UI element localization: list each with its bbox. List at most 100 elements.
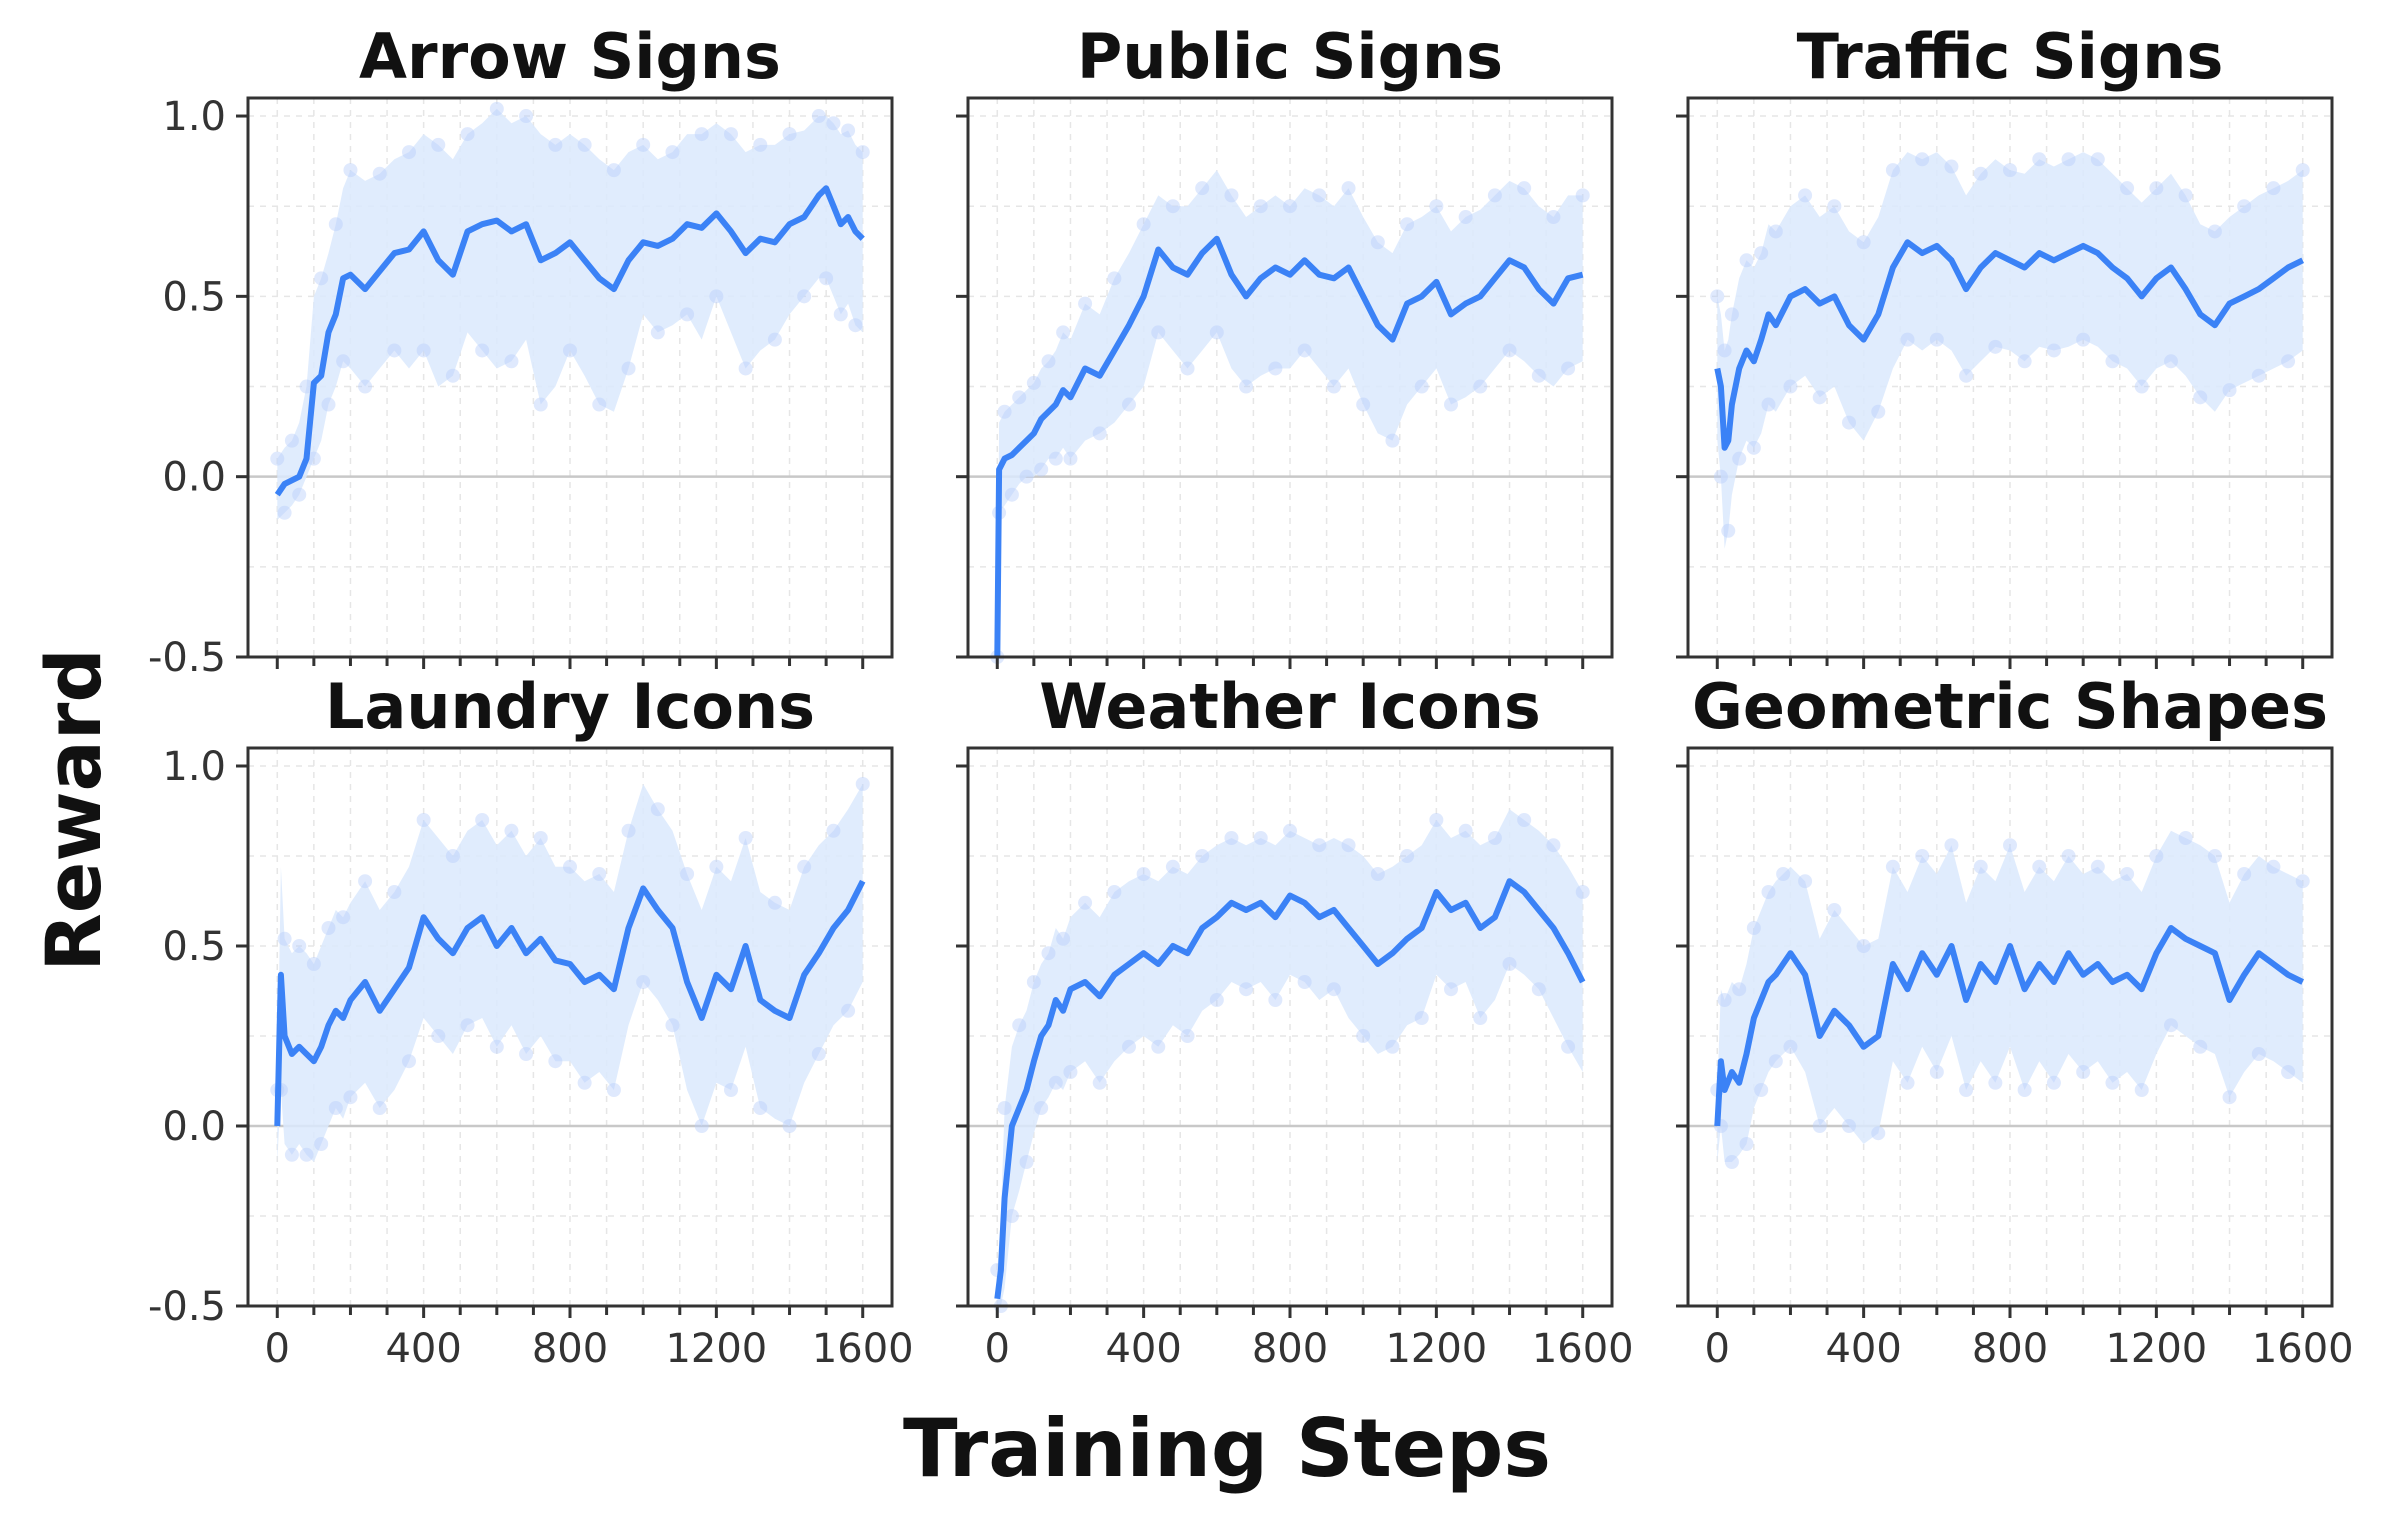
sample-point: [1546, 838, 1561, 853]
sample-point: [1487, 188, 1502, 203]
sample-point: [782, 1119, 797, 1133]
sample-point: [1078, 296, 1093, 311]
sample-point: [328, 217, 343, 232]
x-tick-label: 400: [1105, 1326, 1181, 1372]
sample-point: [1732, 451, 1747, 466]
y-tick-label: 0.5: [162, 924, 226, 970]
sample-point: [2003, 163, 2017, 178]
sample-point: [577, 137, 592, 152]
sample-point: [2134, 1083, 2149, 1097]
sample-point: [1739, 253, 1754, 268]
x-axis-title: Training Steps: [903, 1402, 1551, 1495]
sample-point: [1721, 523, 1736, 538]
sample-point: [1724, 1155, 1739, 1169]
x-tick-label: 400: [1825, 1326, 1901, 1372]
sample-point: [1915, 152, 1930, 167]
sample-point: [1012, 390, 1027, 405]
sample-point: [826, 116, 841, 131]
sample-point: [358, 874, 373, 889]
sample-point: [1092, 1075, 1107, 1090]
sample-point: [1783, 379, 1798, 394]
y-tick-label: -0.5: [148, 1284, 226, 1330]
sample-point: [431, 137, 446, 152]
sample-point: [1561, 361, 1576, 376]
sample-point: [306, 957, 321, 971]
y-tick-label: 1.0: [162, 94, 226, 140]
sample-point: [1746, 921, 1761, 935]
sample-point: [460, 1018, 475, 1033]
x-tick-label: 0: [985, 1326, 1010, 1372]
sample-point: [1165, 859, 1180, 874]
sample-point: [1012, 1018, 1027, 1033]
sample-point: [2046, 1075, 2061, 1090]
sample-point: [1988, 1075, 2003, 1090]
sample-point: [1370, 235, 1385, 250]
sample-point: [724, 1083, 738, 1097]
sample-point: [2237, 199, 2252, 214]
sample-point: [841, 1003, 856, 1018]
sample-point: [1502, 957, 1517, 971]
sample-point: [1973, 166, 1988, 181]
sample-point: [2017, 354, 2032, 369]
sample-point: [1224, 188, 1239, 203]
sample-point: [665, 1018, 680, 1033]
sample-point: [680, 307, 695, 322]
sample-point: [1761, 397, 1776, 412]
sample-point: [1312, 838, 1327, 853]
sample-point: [997, 1101, 1012, 1115]
sample-point: [680, 867, 695, 881]
sample-point: [2295, 163, 2310, 178]
sample-point: [2149, 849, 2164, 863]
sample-point: [2003, 838, 2017, 853]
sample-point: [1959, 368, 1974, 383]
sample-point: [1531, 982, 1546, 997]
sample-point: [1944, 159, 1959, 174]
sample-point: [2105, 1075, 2120, 1090]
sample-point: [1151, 325, 1166, 340]
panels-group: 1.0 0.5 0.0 -0.5 Arrow Signs Public Signs Traf…: [148, 20, 2354, 1372]
sample-point: [1019, 469, 1034, 484]
sample-point: [1400, 217, 1415, 232]
sample-point: [1929, 1065, 1944, 1079]
sample-point: [1575, 188, 1590, 203]
sample-point: [724, 127, 738, 142]
series-line: [1714, 925, 2305, 1127]
sample-point: [2120, 867, 2135, 881]
sample-point: [343, 1090, 358, 1105]
sample-point: [1871, 1126, 1886, 1141]
sample-point: [1885, 163, 1900, 178]
sample-point: [2281, 354, 2296, 369]
sample-point: [2193, 390, 2208, 405]
x-tick-label: 1200: [2105, 1326, 2207, 1372]
sample-point: [2076, 332, 2091, 347]
sample-point: [1724, 307, 1739, 322]
sample-point: [445, 368, 460, 383]
sample-point: [1004, 487, 1019, 502]
sample-point: [811, 1047, 826, 1061]
sample-point: [277, 931, 292, 946]
sample-point: [372, 166, 387, 181]
sample-point: [1092, 426, 1107, 441]
sample-point: [738, 831, 753, 845]
sample-point: [1136, 217, 1151, 232]
sample-point: [1034, 462, 1049, 477]
sample-point: [1370, 867, 1385, 881]
sample-point: [475, 813, 490, 827]
sample-point: [1026, 375, 1041, 390]
sample-point: [738, 361, 753, 376]
sample-point: [533, 397, 548, 412]
sample-point: [358, 379, 373, 394]
sample-point: [1754, 246, 1769, 261]
sample-point: [1517, 813, 1532, 827]
panel-weather-icons: 0 400 800 1200 1600 Weather Icons: [956, 670, 1634, 1372]
y-tick-label: 0.0: [162, 455, 226, 501]
sample-point: [2061, 152, 2076, 167]
panel-public-signs: Public Signs: [956, 20, 1614, 669]
series-line: [274, 879, 866, 1127]
sample-point: [504, 823, 519, 838]
series-line: [274, 185, 865, 497]
sample-point: [797, 289, 812, 304]
series-line: [994, 235, 1584, 658]
sample-point: [1798, 874, 1813, 889]
sample-point: [2237, 867, 2252, 881]
